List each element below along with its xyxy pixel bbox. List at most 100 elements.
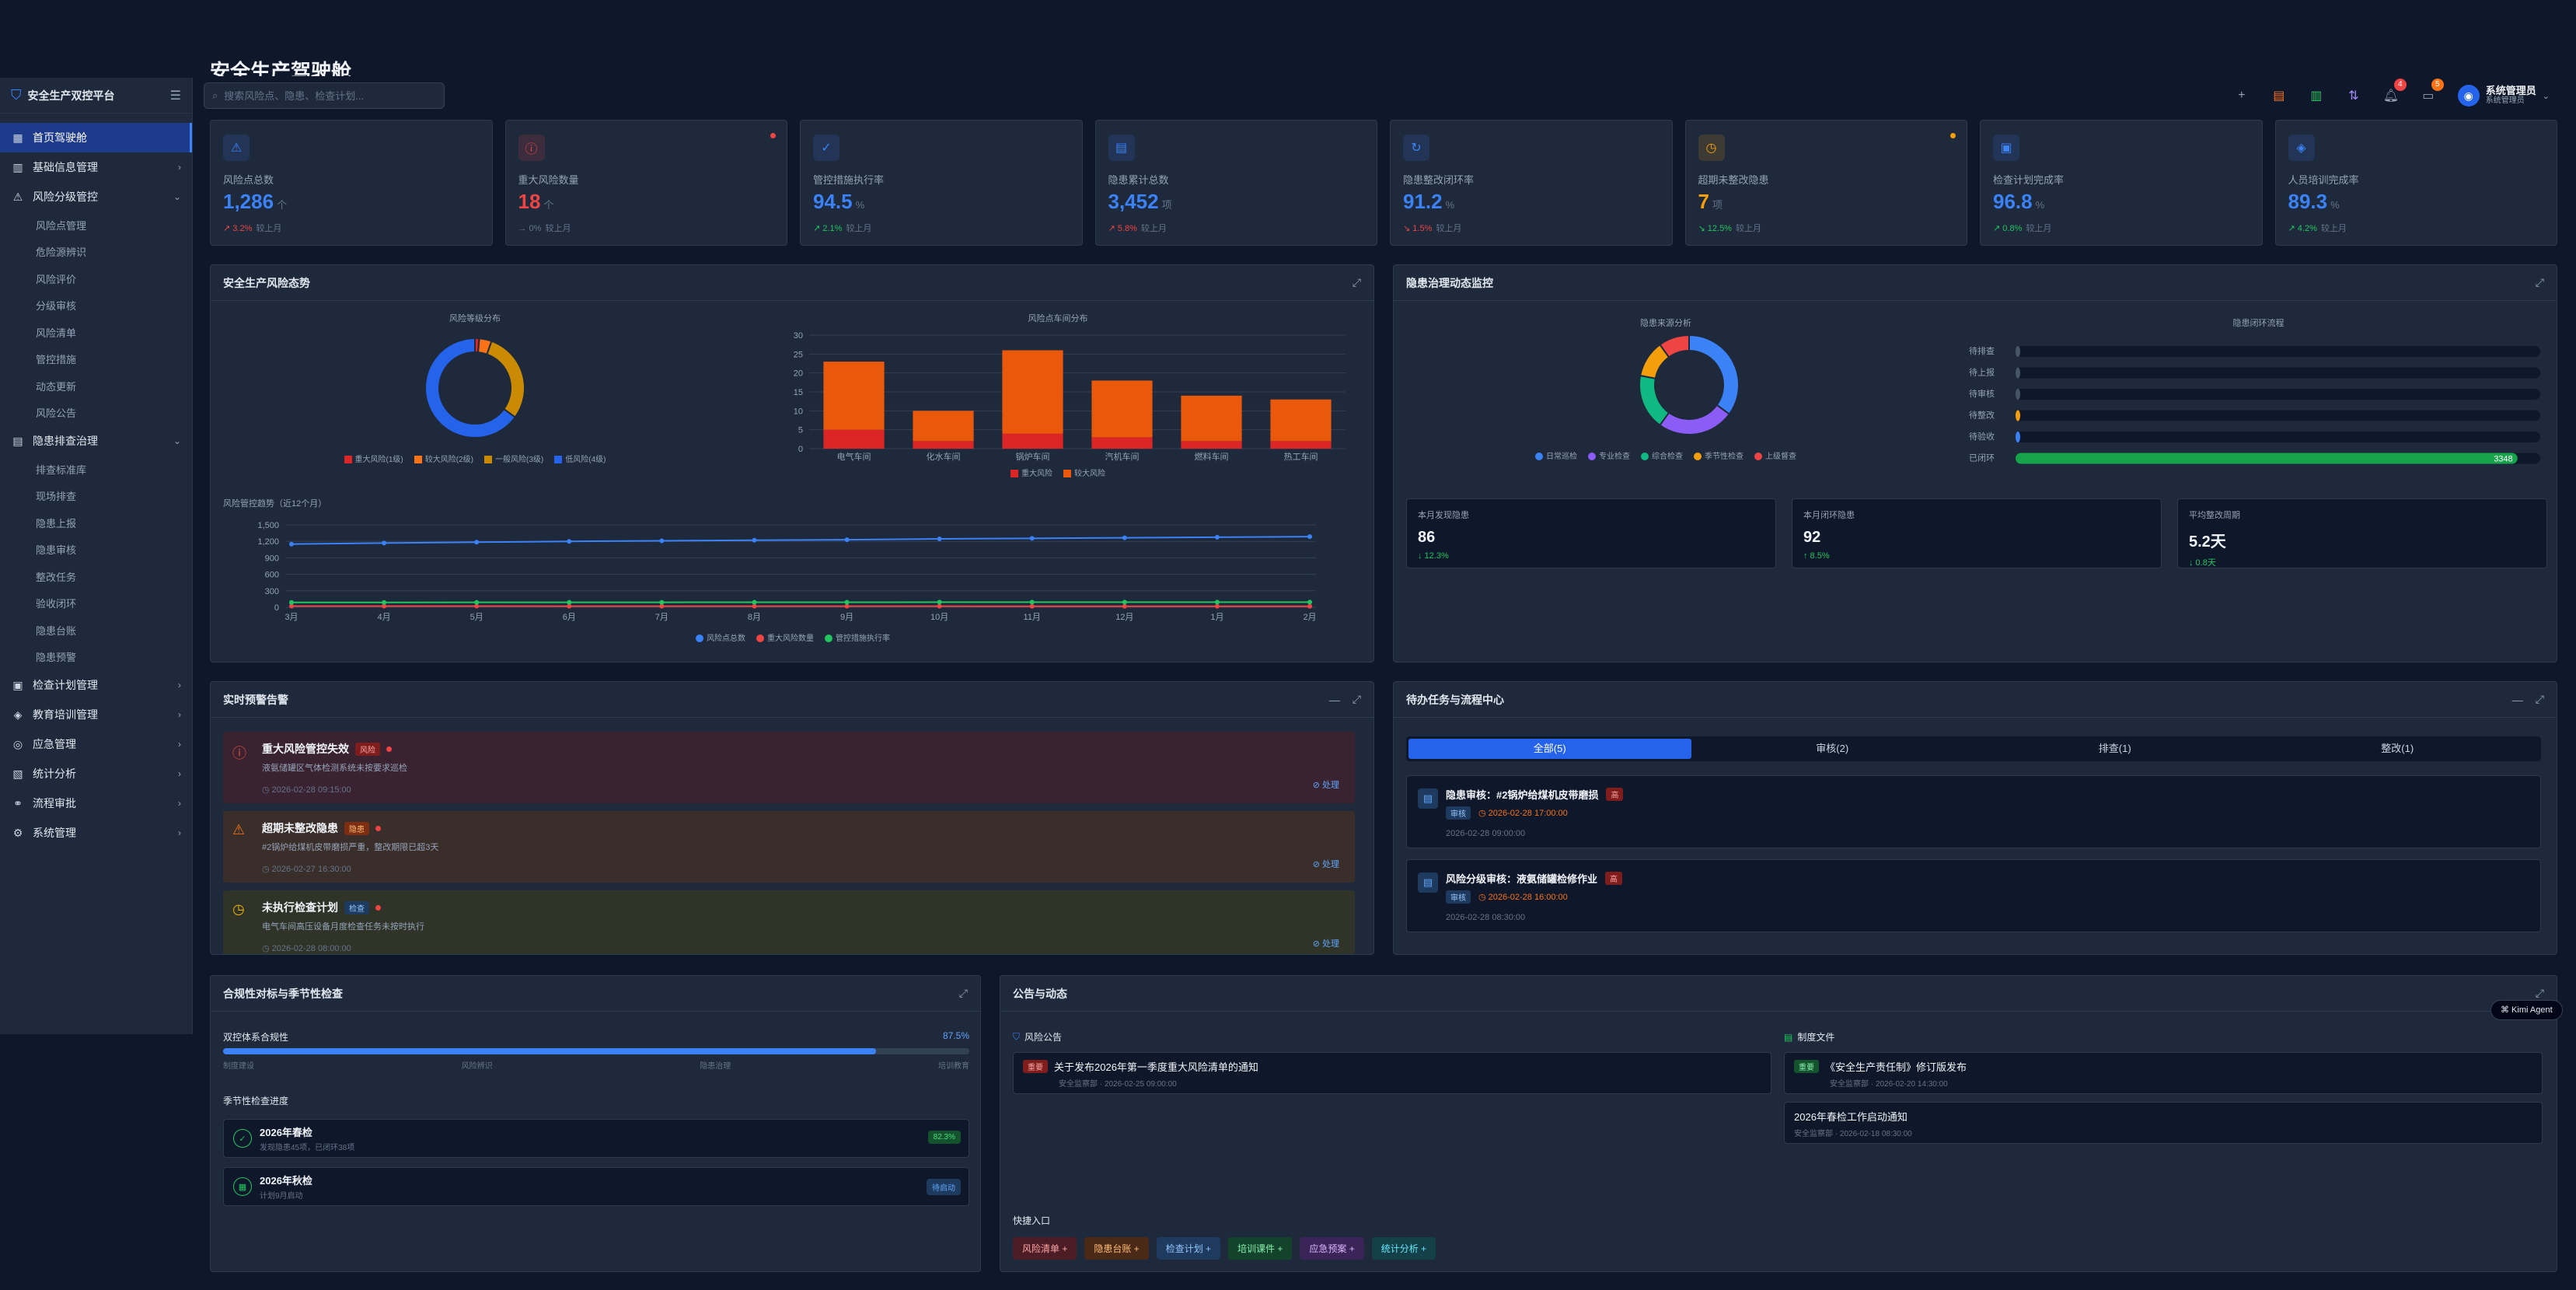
kpi-card[interactable]: ✓ 管控措施执行率 94.5% ↗ 2.1% 较上月 bbox=[800, 120, 1083, 246]
kpi-card[interactable]: ▣ 检查计划完成率 96.8% ↗ 0.8% 较上月 bbox=[1980, 120, 2263, 246]
kpi-card[interactable]: ⓘ 重大风险数量 18 个 → 0% 较上月 bbox=[504, 120, 787, 246]
season-card[interactable]: ▦ 2026年秋检 计划9月启动 待启动 bbox=[223, 1167, 969, 1206]
legend-item[interactable]: 重大风险(1级) bbox=[344, 453, 403, 464]
sidebar-subitem[interactable]: 隐患审核 bbox=[36, 544, 77, 557]
alert-item[interactable]: ⓘ 重大风险管控失效 风险 液氨储罐区气体检测系统未按要求巡检 ◷ 2026-02-28… bbox=[223, 732, 1355, 803]
task-tab[interactable]: 审核(2) bbox=[1816, 743, 1849, 754]
notice-card[interactable]: 重要 关于发布2026年第一季度重大风险清单的通知 安全监察部 · 2026-02-… bbox=[1013, 1052, 1771, 1094]
sidebar-subitem[interactable]: 风险公告 bbox=[36, 407, 77, 420]
user-menu[interactable]: ◉ 系统管理员 系统管理员 ⌄ bbox=[2457, 85, 2550, 107]
sidebar-subitem[interactable]: 排查标准库 bbox=[36, 463, 87, 476]
legend-label: 较大风险(2级) bbox=[424, 456, 473, 464]
sidebar-item-9[interactable]: ⚙ 系统管理 › bbox=[0, 818, 192, 848]
notice-tag: 重要 bbox=[1023, 1060, 1048, 1073]
legend-item[interactable]: 风险点总数 bbox=[696, 631, 745, 643]
season-card[interactable]: ✓ 2026年春检 发现隐患45项，已闭环38项 82.3% bbox=[223, 1119, 969, 1158]
legend-item[interactable]: 一般风险(3级) bbox=[484, 453, 543, 464]
kimi-agent-button[interactable]: ⌘ Kimi Agent bbox=[2490, 1000, 2563, 1020]
expand-icon[interactable]: ⤢ bbox=[1352, 276, 1361, 288]
notice-card[interactable]: 重要 《安全生产责任制》修订版发布 安全监察部 · 2026-02-20 14:30… bbox=[1784, 1052, 2543, 1094]
kpi-card[interactable]: ⚠ 风险点总数 1,286 个 ↗ 3.2% 较上月 bbox=[210, 120, 493, 246]
bell-icon[interactable]: 🔔︎ 4 bbox=[2383, 79, 2407, 103]
expand-icon[interactable]: ⤢ bbox=[1352, 693, 1361, 705]
switch-icon[interactable]: ⇅ bbox=[2348, 89, 2359, 103]
legend-item[interactable]: 上级督查 bbox=[1754, 449, 1796, 461]
quick-link-button[interactable]: 检查计划 + bbox=[1156, 1237, 1221, 1260]
sidebar-subitem[interactable]: 风险评价 bbox=[36, 273, 77, 285]
sidebar-subitem[interactable]: 分级审核 bbox=[36, 300, 77, 313]
priority-badge: 高 bbox=[1606, 788, 1624, 801]
quick-link-button[interactable]: 隐患台账 + bbox=[1084, 1237, 1149, 1260]
sidebar-item-3[interactable]: ▤ 隐患排查治理 ⌄ bbox=[0, 426, 192, 456]
sidebar-item-8[interactable]: ⚭ 流程审批 › bbox=[0, 788, 192, 818]
sidebar-subitem[interactable]: 风险点管理 bbox=[36, 219, 87, 232]
sidebar-subitem[interactable]: 管控措施 bbox=[36, 354, 77, 366]
bar-segment bbox=[1181, 441, 1242, 449]
legend-item[interactable]: 较大风险 bbox=[1063, 467, 1105, 478]
handle-button[interactable]: ⊘ 处理 bbox=[1313, 778, 1339, 791]
task-item[interactable]: ▤ 风险分级审核：液氨储罐检修作业高审核 ◷ 2026-02-28 16:00:00… bbox=[1406, 859, 2541, 932]
task-tab[interactable]: 整改(1) bbox=[2381, 743, 2414, 754]
task-item[interactable]: ▤ 隐患审核：#2锅炉给煤机皮带磨损高审核 ◷ 2026-02-28 17:00:0… bbox=[1406, 775, 2541, 848]
legend-item[interactable]: 管控措施执行率 bbox=[825, 631, 890, 643]
notice-card[interactable]: 2026年春检工作启动通知 安全监察部 · 2026-02-18 08:30:00 bbox=[1784, 1102, 2543, 1144]
data-point bbox=[382, 540, 387, 546]
sidebar-item-6[interactable]: ◎ 应急管理 › bbox=[0, 729, 192, 759]
legend-item[interactable]: 重大风险 bbox=[1011, 467, 1052, 478]
legend-item[interactable]: 重大风险数量 bbox=[756, 631, 814, 643]
quick-link-button[interactable]: 统计分析 + bbox=[1371, 1237, 1436, 1260]
alert-item[interactable]: ◷ 未执行检查计划 检查 电气车间高压设备月度检查任务未按时执行 ◷ 2026-02-2… bbox=[223, 890, 1355, 954]
quick-link-button[interactable]: 风险清单 + bbox=[1013, 1237, 1077, 1260]
sidebar-subitem[interactable]: 风险清单 bbox=[36, 327, 77, 339]
kpi-trend-suffix: 较上月 bbox=[256, 224, 282, 233]
workshop-chart: 风险点车间分布 0 5 10 15 20 25 30 电气车间 化水车间 锅炉车间 汽机车间 燃料车间… bbox=[755, 312, 1361, 478]
quick-link-button[interactable]: 培训课件 + bbox=[1228, 1237, 1293, 1260]
kpi-value: 18 bbox=[518, 190, 541, 213]
handle-button[interactable]: ⊘ 处理 bbox=[1313, 937, 1339, 949]
task-tab[interactable]: 排查(1) bbox=[2098, 743, 2131, 754]
legend-item[interactable]: 较大风险(2级) bbox=[414, 453, 473, 464]
sidebar-subitem[interactable]: 验收闭环 bbox=[36, 598, 77, 610]
legend-item[interactable]: 低风险(4级) bbox=[554, 453, 606, 464]
message-icon[interactable]: ▭ 5 bbox=[2421, 79, 2444, 103]
bar-track bbox=[2016, 346, 2540, 357]
expand-icon[interactable]: ⤢ bbox=[958, 987, 968, 999]
report-icon[interactable]: ▤ bbox=[2273, 89, 2285, 103]
sidebar-item-0[interactable]: ▦ 首页驾驶舱 bbox=[0, 123, 192, 152]
legend-item[interactable]: 季节性检查 bbox=[1694, 449, 1744, 461]
sidebar-subitem[interactable]: 隐患预警 bbox=[36, 652, 77, 664]
minimize-icon[interactable]: — bbox=[1328, 693, 1340, 706]
legend-item[interactable]: 专业检查 bbox=[1588, 449, 1630, 461]
sidebar-subitem[interactable]: 危险源辨识 bbox=[36, 246, 87, 259]
task-tab[interactable]: 全部(5) bbox=[1408, 739, 1691, 759]
kpi-trend: ↘ 12.5% bbox=[1698, 224, 1732, 233]
expand-icon[interactable]: ⤢ bbox=[2535, 987, 2544, 999]
sidebar-item-7[interactable]: ▧ 统计分析 › bbox=[0, 759, 192, 788]
legend-item[interactable]: 日常巡检 bbox=[1535, 449, 1577, 461]
legend-item[interactable]: 综合检查 bbox=[1641, 449, 1683, 461]
alert-item[interactable]: ⚠ 超期未整改隐患 隐患 #2锅炉给煤机皮带磨损严重，整改期限已超3天 ◷ 2026-0… bbox=[223, 811, 1355, 883]
quick-link-button[interactable]: 应急预案 + bbox=[1300, 1237, 1364, 1260]
kpi-card[interactable]: ↻ 隐患整改闭环率 91.2% ↘ 1.5% 较上月 bbox=[1390, 120, 1673, 246]
search-input[interactable] bbox=[224, 89, 427, 102]
kpi-card[interactable]: ◷ 超期未整改隐患 7 项 ↘ 12.5% 较上月 bbox=[1684, 120, 1967, 246]
handle-button[interactable]: ⊘ 处理 bbox=[1313, 858, 1339, 870]
sidebar-subitem[interactable]: 隐患上报 bbox=[36, 517, 77, 530]
plus-icon[interactable]: + bbox=[2238, 89, 2246, 102]
kpi-card[interactable]: ▤ 隐患累计总数 3,452 项 ↗ 5.8% 较上月 bbox=[1094, 120, 1377, 246]
sidebar-subitem[interactable]: 现场排查 bbox=[36, 491, 77, 503]
minimize-icon[interactable]: — bbox=[2511, 693, 2523, 706]
sidebar-subitem[interactable]: 隐患台账 bbox=[36, 624, 77, 637]
expand-icon[interactable]: ⤢ bbox=[2535, 276, 2544, 288]
expand-icon[interactable]: ⤢ bbox=[2535, 693, 2544, 705]
search-box[interactable]: ⌕ bbox=[204, 82, 445, 109]
sidebar-item-5[interactable]: ◈ 教育培训管理 › bbox=[0, 700, 192, 729]
sidebar-item-4[interactable]: ▣ 检查计划管理 › bbox=[0, 670, 192, 700]
sidebar-item-2[interactable]: ⚠ 风险分级管控 ⌄ bbox=[0, 182, 192, 212]
sidebar-item-1[interactable]: ▥ 基础信息管理 › bbox=[0, 152, 192, 182]
sidebar-subitem[interactable]: 整改任务 bbox=[36, 571, 77, 583]
clipboard-icon[interactable]: ▥ bbox=[2310, 89, 2323, 103]
sidebar-subitem[interactable]: 动态更新 bbox=[36, 380, 77, 393]
menu-toggle-icon[interactable]: ☰ bbox=[169, 89, 181, 103]
kpi-card[interactable]: ◈ 人员培训完成率 89.3% ↗ 4.2% 较上月 bbox=[2274, 120, 2557, 246]
